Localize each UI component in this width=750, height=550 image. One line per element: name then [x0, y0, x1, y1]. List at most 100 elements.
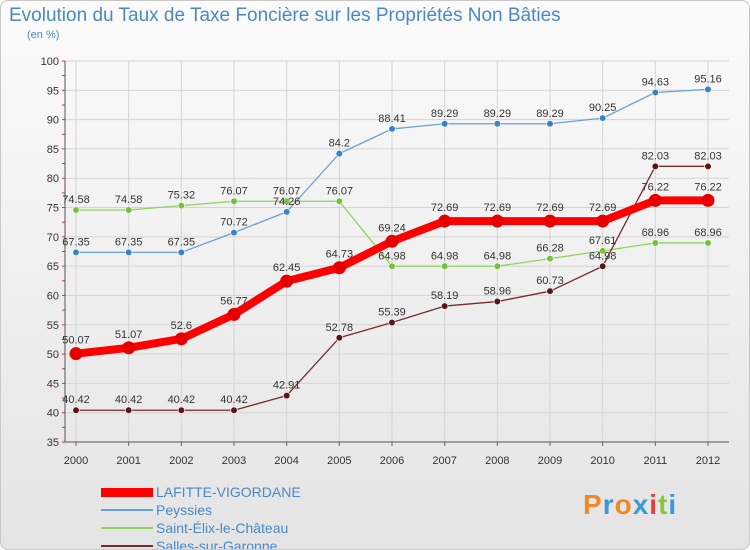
data-label: 89.29 [431, 108, 459, 120]
y-tick-label: 70 [47, 232, 59, 244]
data-label: 67.61 [589, 235, 617, 247]
data-point [546, 287, 554, 295]
data-label: 76.07 [326, 185, 354, 197]
data-point [701, 193, 715, 207]
data-label: 70.72 [220, 217, 248, 229]
data-point [388, 262, 396, 270]
data-point [651, 88, 659, 97]
x-tick-label: 2000 [64, 455, 88, 467]
data-point [441, 120, 449, 128]
data-point [177, 248, 185, 256]
data-point [546, 255, 554, 263]
x-tick-label: 2007 [432, 455, 456, 467]
data-point [125, 248, 133, 256]
data-point [599, 247, 607, 255]
data-point [596, 214, 610, 228]
data-labels: 67.35 67.35 67.35 70.72 74.26 84.2 88.41 89.29 8… [62, 73, 722, 406]
logo-letter: P [583, 489, 603, 520]
data-point [174, 332, 188, 346]
y-tick-label: 75 [47, 203, 59, 215]
data-label: 67.35 [62, 236, 90, 248]
logo-letter: i [649, 489, 659, 520]
data-point [122, 341, 136, 355]
data-label: 82.03 [642, 150, 670, 162]
data-label: 76.22 [642, 181, 670, 193]
logo-letter: t [658, 489, 669, 520]
data-label: 40.42 [62, 394, 90, 406]
data-point [230, 197, 238, 205]
y-tick-label: 55 [47, 320, 59, 332]
data-label: 82.03 [694, 150, 722, 162]
data-label: 56.77 [220, 295, 248, 307]
logo-letter: o [614, 489, 633, 520]
data-label: 40.42 [115, 394, 143, 406]
data-point [283, 197, 291, 205]
data-label: 72.69 [536, 202, 564, 214]
data-label: 58.96 [484, 286, 512, 298]
proxiti-logo: Proxiti [583, 489, 677, 521]
data-label: 69.24 [378, 222, 406, 234]
x-tick-label: 2004 [274, 455, 298, 467]
data-label: 52.78 [326, 322, 354, 334]
series-markers [69, 85, 715, 414]
axes [62, 60, 729, 446]
data-point [388, 125, 396, 133]
y-tick-label: 40 [47, 408, 59, 420]
x-tick-label: 2009 [538, 455, 562, 467]
data-label: 55.39 [378, 306, 406, 318]
x-tick-label: 2006 [380, 455, 404, 467]
legend-swatch [101, 545, 153, 547]
data-label: 64.98 [589, 250, 617, 262]
data-label: 74.58 [62, 194, 90, 206]
data-point [704, 239, 712, 247]
data-point [283, 392, 291, 400]
data-label: 84.2 [329, 138, 350, 150]
data-point [441, 302, 449, 310]
data-label: 76.07 [220, 185, 248, 197]
data-label: 66.28 [536, 243, 564, 255]
data-point [230, 229, 238, 237]
y-tick-label: 80 [47, 173, 59, 185]
data-point [704, 85, 712, 93]
y-tick-label: 95 [47, 85, 59, 97]
data-label: 89.29 [484, 108, 512, 120]
data-label: 60.73 [536, 275, 564, 287]
logo-letter: r [602, 489, 615, 520]
data-point [125, 206, 133, 214]
logo-letter: i [668, 489, 678, 520]
data-point [177, 406, 185, 414]
data-point [599, 262, 607, 270]
legend-swatch [101, 487, 153, 497]
data-point [704, 162, 712, 170]
data-label: 67.35 [115, 236, 143, 248]
x-tick-labels: 2000 2001 2002 2003 2004 2005 2006 2007 2008 2009… [64, 455, 720, 467]
data-label: 74.26 [273, 196, 301, 208]
data-label: 74.58 [115, 194, 143, 206]
data-label: 72.69 [431, 202, 459, 214]
y-tick-label: 85 [47, 144, 59, 156]
data-point [335, 150, 343, 158]
data-point [651, 239, 659, 247]
data-point [227, 307, 241, 321]
logo-letter: x [632, 489, 650, 520]
data-label: 94.63 [642, 76, 670, 88]
data-label: 88.41 [378, 113, 406, 125]
y-tick-label: 65 [47, 261, 59, 273]
unit-label: (en %) [27, 29, 60, 41]
data-point [335, 197, 343, 205]
y-tick-label: 50 [47, 349, 59, 361]
data-point [599, 114, 607, 122]
x-tick-label: 2008 [485, 455, 509, 467]
data-point [546, 120, 554, 128]
data-point [72, 406, 80, 414]
data-label: 62.45 [273, 262, 301, 274]
data-point [543, 214, 557, 228]
data-point [648, 193, 662, 207]
data-label: 42.91 [273, 380, 301, 392]
data-label: 58.19 [431, 290, 459, 302]
data-label: 68.96 [694, 227, 722, 239]
data-label: 95.16 [694, 73, 722, 85]
data-point [438, 214, 452, 228]
data-label: 67.35 [168, 236, 196, 248]
